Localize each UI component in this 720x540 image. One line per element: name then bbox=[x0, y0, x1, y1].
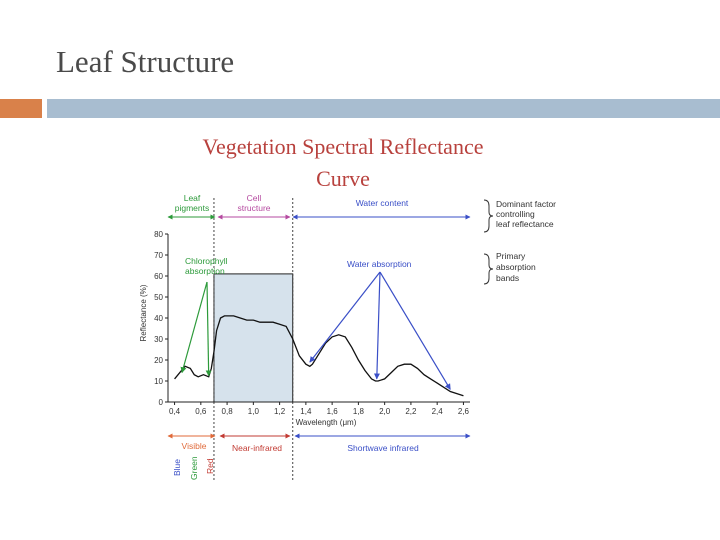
y-tick-label: 10 bbox=[154, 377, 163, 386]
chlorophyll-arrow-blue bbox=[180, 281, 208, 374]
accent-bar-blue bbox=[47, 99, 720, 118]
y-tick-label: 20 bbox=[154, 356, 163, 365]
x-tick-label: 0,6 bbox=[195, 407, 207, 416]
plot-area: 0,4 0,6 0,8 1,0 1,2 1,4 1,6 1,8 2,0 2,2 2,4 2,6 0 10 2… bbox=[154, 198, 470, 480]
x-tick-label: 1,6 bbox=[327, 407, 339, 416]
region-label-structure: structure bbox=[237, 203, 270, 213]
x-tick-label: 0,8 bbox=[222, 407, 234, 416]
water-arrow-3 bbox=[379, 271, 451, 390]
region-label-cell: Cell bbox=[247, 193, 262, 203]
chart-title-line2: Curve bbox=[316, 166, 370, 191]
water-arrow-2 bbox=[373, 271, 381, 380]
y-tick-label: 40 bbox=[154, 314, 163, 323]
color-blue: Blue bbox=[172, 459, 182, 476]
color-green: Green bbox=[189, 456, 199, 480]
y-tick-label: 70 bbox=[154, 251, 163, 260]
region-label-pigments: pigments bbox=[175, 203, 210, 213]
side-note-1-line3: leaf reflectance bbox=[496, 219, 554, 229]
y-axis-label: Reflectance (%) bbox=[139, 284, 148, 341]
reflectance-curve bbox=[174, 315, 464, 397]
x-tick-label: 0,4 bbox=[169, 407, 181, 416]
y-tick-label: 60 bbox=[154, 272, 163, 281]
water-arrow-1 bbox=[309, 271, 381, 363]
x-tick-label: 2,2 bbox=[405, 407, 417, 416]
annotation-chlorophyll-line2: absorption bbox=[185, 266, 225, 276]
side-note-2-line3: bands bbox=[496, 273, 519, 283]
x-tick-label: 2,6 bbox=[458, 407, 470, 416]
accent-bar-orange bbox=[0, 99, 42, 118]
y-tick-label: 30 bbox=[154, 335, 163, 344]
region-label-leaf: Leaf bbox=[184, 193, 201, 203]
chlorophyll-arrow-red bbox=[205, 281, 212, 377]
x-tick-label: 2,0 bbox=[379, 407, 391, 416]
annotation-water-absorption: Water absorption bbox=[347, 259, 412, 269]
x-tick-label: 2,4 bbox=[432, 407, 444, 416]
x-tick-label: 1,0 bbox=[248, 407, 260, 416]
nir-highlight-box bbox=[213, 273, 294, 403]
region-label-water-content: Water content bbox=[356, 198, 409, 208]
side-note-2-line2: absorption bbox=[496, 262, 536, 272]
side-note-2-line1: Primary bbox=[496, 251, 526, 261]
side-note-1-line1: Dominant factor bbox=[496, 199, 556, 209]
x-axis-label: Wavelength (μm) bbox=[296, 418, 357, 427]
chart-title-line1: Vegetation Spectral Reflectance bbox=[203, 134, 484, 159]
band-shortwave: Shortwave infrared bbox=[347, 443, 419, 453]
x-tick-label: 1,2 bbox=[274, 407, 286, 416]
y-tick-label: 0 bbox=[159, 398, 164, 407]
brace-dominant bbox=[483, 199, 494, 233]
brace-primary bbox=[483, 253, 494, 285]
slide-title: Leaf Structure bbox=[56, 44, 235, 79]
band-near-infrared: Near-infrared bbox=[232, 443, 282, 453]
band-visible: Visible bbox=[182, 441, 207, 451]
annotation-chlorophyll-line1: Chlorophyll bbox=[185, 256, 228, 266]
y-tick-label: 80 bbox=[154, 230, 163, 239]
color-red: Red bbox=[205, 458, 215, 474]
x-tick-label: 1,8 bbox=[353, 407, 365, 416]
x-tick-label: 1,4 bbox=[300, 407, 312, 416]
side-note-1-line2: controlling bbox=[496, 209, 535, 219]
y-tick-label: 50 bbox=[154, 293, 163, 302]
